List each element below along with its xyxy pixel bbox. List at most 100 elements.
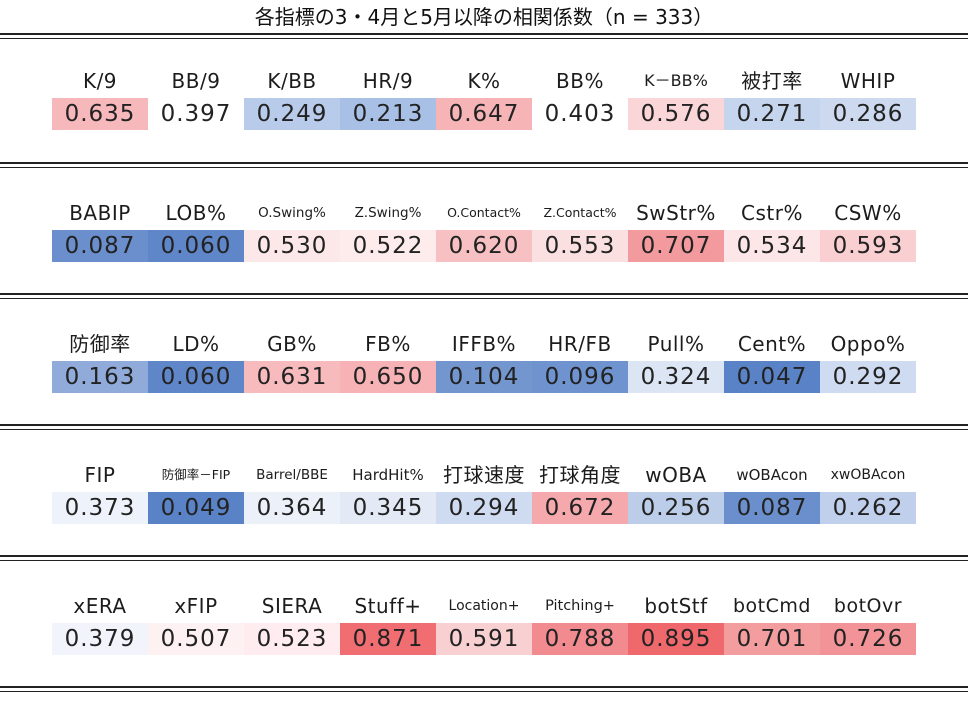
column-header: Z.Swing% [354, 205, 422, 221]
column-header: Barrel/BBE [256, 467, 328, 483]
value-row: 0.635 0.397 0.249 0.213 0.647 0.403 0.57… [52, 98, 916, 130]
correlation-cell: 0.060 [148, 230, 244, 262]
column-header: LD% [172, 332, 220, 356]
column-header: K% [467, 69, 501, 93]
value-row: 0.373 0.049 0.364 0.345 0.294 0.672 0.25… [52, 492, 916, 524]
correlation-cell: 0.373 [52, 492, 148, 524]
column-header: HR/FB [548, 332, 612, 356]
column-header: K－BB% [644, 71, 708, 90]
correlation-cell: 0.324 [628, 361, 724, 393]
divider [0, 162, 968, 168]
column-header: botStf [644, 594, 708, 618]
correlation-cell: 0.591 [436, 623, 532, 655]
value-row: 0.379 0.507 0.523 0.871 0.591 0.788 0.89… [52, 623, 916, 655]
correlation-cell: 0.522 [340, 230, 436, 262]
row-block-2: BABIP LOB% O.Swing% Z.Swing% O.Contact% … [52, 196, 916, 262]
correlation-cell: 0.895 [628, 623, 724, 655]
column-header: wOBAcon [736, 466, 808, 484]
column-header: 被打率 [741, 69, 803, 93]
column-header: Oppo% [830, 332, 906, 356]
column-header: 防御率 [69, 332, 131, 356]
row-block-3: 防御率 LD% GB% FB% IFFB% HR/FB Pull% Cent% … [52, 327, 916, 393]
correlation-cell: 0.635 [52, 98, 148, 130]
correlation-cell: 0.163 [52, 361, 148, 393]
row-block-4: FIP 防御率－FIP Barrel/BBE HardHit% 打球速度 打球角… [52, 458, 916, 524]
row-block-1: K/9 BB/9 K/BB HR/9 K% BB% K－BB% 被打率 WHIP… [52, 64, 916, 130]
column-header: O.Swing% [258, 205, 326, 221]
header-row: K/9 BB/9 K/BB HR/9 K% BB% K－BB% 被打率 WHIP [52, 64, 916, 98]
column-header: SwStr% [636, 201, 716, 225]
column-header: BB/9 [171, 69, 221, 93]
correlation-cell: 0.650 [340, 361, 436, 393]
correlation-cell: 0.507 [148, 623, 244, 655]
correlation-cell: 0.403 [532, 98, 628, 130]
column-header: IFFB% [451, 332, 517, 356]
correlation-cell: 0.096 [532, 361, 628, 393]
column-header: xwOBAcon [830, 467, 906, 483]
correlation-cell: 0.672 [532, 492, 628, 524]
header-row: BABIP LOB% O.Swing% Z.Swing% O.Contact% … [52, 196, 916, 230]
correlation-cell: 0.530 [244, 230, 340, 262]
column-header: Pitching+ [545, 598, 615, 614]
chart-title: 各指標の3・4月と5月以降の相関係数（n = 333） [254, 5, 714, 29]
correlation-cell: 0.249 [244, 98, 340, 130]
column-header: GB% [267, 332, 317, 356]
column-header: Z.Contact% [543, 205, 617, 220]
correlation-cell: 0.788 [532, 623, 628, 655]
correlation-cell: 0.271 [724, 98, 820, 130]
value-row: 0.163 0.060 0.631 0.650 0.104 0.096 0.32… [52, 361, 916, 393]
correlation-cell: 0.707 [628, 230, 724, 262]
correlation-cell: 0.647 [436, 98, 532, 130]
correlation-cell: 0.379 [52, 623, 148, 655]
value-row: 0.087 0.060 0.530 0.522 0.620 0.553 0.70… [52, 230, 916, 262]
divider [0, 424, 968, 430]
correlation-cell: 0.087 [52, 230, 148, 262]
column-header: xFIP [174, 594, 218, 618]
column-header: 防御率－FIP [161, 467, 231, 482]
column-header: Location+ [448, 598, 520, 614]
column-header: Cent% [737, 332, 807, 356]
correlation-cell: 0.701 [724, 623, 820, 655]
correlation-cell: 0.871 [340, 623, 436, 655]
column-header: K/9 [82, 69, 118, 93]
column-header: botOvr [833, 595, 903, 617]
divider [0, 686, 968, 692]
column-header: 打球角度 [539, 463, 621, 487]
column-header: FB% [365, 332, 411, 356]
column-header: Cstr% [741, 201, 803, 225]
column-header: HR/9 [362, 69, 414, 93]
correlation-cell: 0.286 [820, 98, 916, 130]
column-header: HardHit% [352, 466, 424, 484]
correlation-cell: 0.364 [244, 492, 340, 524]
column-header: Stuff+ [354, 594, 422, 618]
column-header: botCmd [733, 595, 811, 617]
correlation-cell: 0.104 [436, 361, 532, 393]
divider [0, 293, 968, 299]
correlation-cell: 0.047 [724, 361, 820, 393]
correlation-cell: 0.534 [724, 230, 820, 262]
correlation-cell: 0.213 [340, 98, 436, 130]
column-header: K/BB [267, 69, 317, 93]
column-header: CSW% [834, 201, 902, 225]
column-header: Pull% [647, 332, 705, 356]
column-header: 打球速度 [443, 463, 525, 487]
header-row: xERA xFIP SIERA Stuff+ Location+ Pitchin… [52, 589, 916, 623]
column-header: xERA [73, 594, 127, 618]
column-header: wOBA [645, 463, 707, 487]
column-header: WHIP [840, 69, 896, 93]
column-header: LOB% [165, 201, 227, 225]
correlation-cell: 0.060 [148, 361, 244, 393]
correlation-cell: 0.620 [436, 230, 532, 262]
correlation-cell: 0.523 [244, 623, 340, 655]
column-header: SIERA [261, 594, 323, 618]
correlation-cell: 0.262 [820, 492, 916, 524]
column-header: BABIP [69, 201, 131, 225]
correlation-cell: 0.726 [820, 623, 916, 655]
correlation-cell: 0.049 [148, 492, 244, 524]
correlation-cell: 0.087 [724, 492, 820, 524]
correlation-cell: 0.593 [820, 230, 916, 262]
column-header: FIP [84, 463, 116, 487]
column-header: BB% [556, 69, 604, 93]
column-header: O.Contact% [447, 205, 521, 220]
correlation-cell: 0.294 [436, 492, 532, 524]
